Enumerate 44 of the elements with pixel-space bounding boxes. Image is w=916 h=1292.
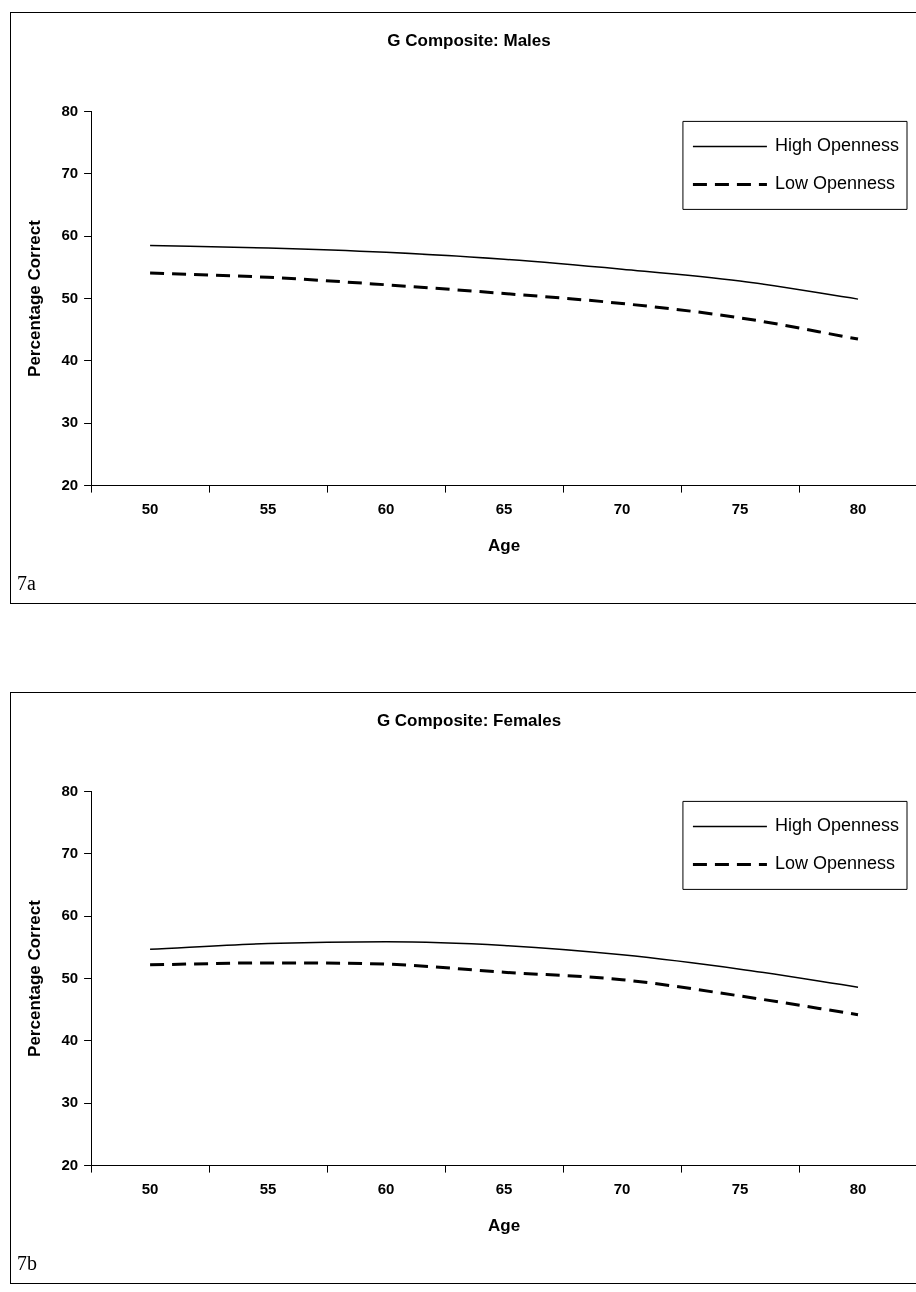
text: 7a xyxy=(17,572,36,595)
legend-label: High Openness xyxy=(774,815,899,836)
y-tick-label: 50 xyxy=(61,288,79,306)
text: 7b xyxy=(17,1252,37,1275)
y-tick-label: 20 xyxy=(61,1155,79,1173)
x-tick-label: 55 xyxy=(259,499,277,517)
y-tick-label: 30 xyxy=(61,1093,79,1111)
y-tick-label: 70 xyxy=(61,163,79,181)
chart-title: G Composite: Males xyxy=(387,30,551,50)
y-tick-label: 60 xyxy=(61,906,79,924)
line-series xyxy=(149,940,859,988)
y-tick-label: 20 xyxy=(61,475,79,493)
y-tick-label: 30 xyxy=(61,413,79,431)
x-tick-label: 80 xyxy=(849,499,867,517)
x-axis-title: Age xyxy=(487,1216,521,1236)
x-tick-label: 75 xyxy=(731,499,749,517)
x-tick-label: 80 xyxy=(849,1179,867,1197)
x-tick-label: 55 xyxy=(259,1179,277,1197)
chart-title: G Composite: Females xyxy=(376,710,562,730)
y-tick-label: 40 xyxy=(61,1031,79,1049)
x-tick-label: 70 xyxy=(613,499,631,517)
x-tick-label: 60 xyxy=(377,1179,395,1197)
legend-label: Low Openness xyxy=(774,173,895,194)
y-tick-label: 40 xyxy=(61,351,79,369)
y-axis-title: Percentage Correct xyxy=(24,899,44,1057)
x-tick-label: 50 xyxy=(141,1179,159,1197)
y-tick-label: 80 xyxy=(61,781,79,799)
x-tick-label: 60 xyxy=(377,499,395,517)
x-tick-label: 65 xyxy=(495,499,513,517)
x-tick-label: 50 xyxy=(141,499,159,517)
x-axis-title: Age xyxy=(487,536,521,556)
legend-label: High Openness xyxy=(774,135,899,156)
line-series xyxy=(148,961,860,1017)
y-tick-label: 50 xyxy=(61,968,79,986)
line-series xyxy=(148,271,860,341)
legend-label: Low Openness xyxy=(774,853,895,874)
x-tick-label: 70 xyxy=(613,1179,631,1197)
x-tick-label: 65 xyxy=(495,1179,513,1197)
y-tick-label: 80 xyxy=(61,101,79,119)
x-tick-label: 75 xyxy=(731,1179,749,1197)
y-tick-label: 70 xyxy=(61,843,79,861)
line-series xyxy=(149,244,859,300)
y-axis-title: Percentage Correct xyxy=(24,219,44,377)
y-tick-label: 60 xyxy=(61,226,79,244)
